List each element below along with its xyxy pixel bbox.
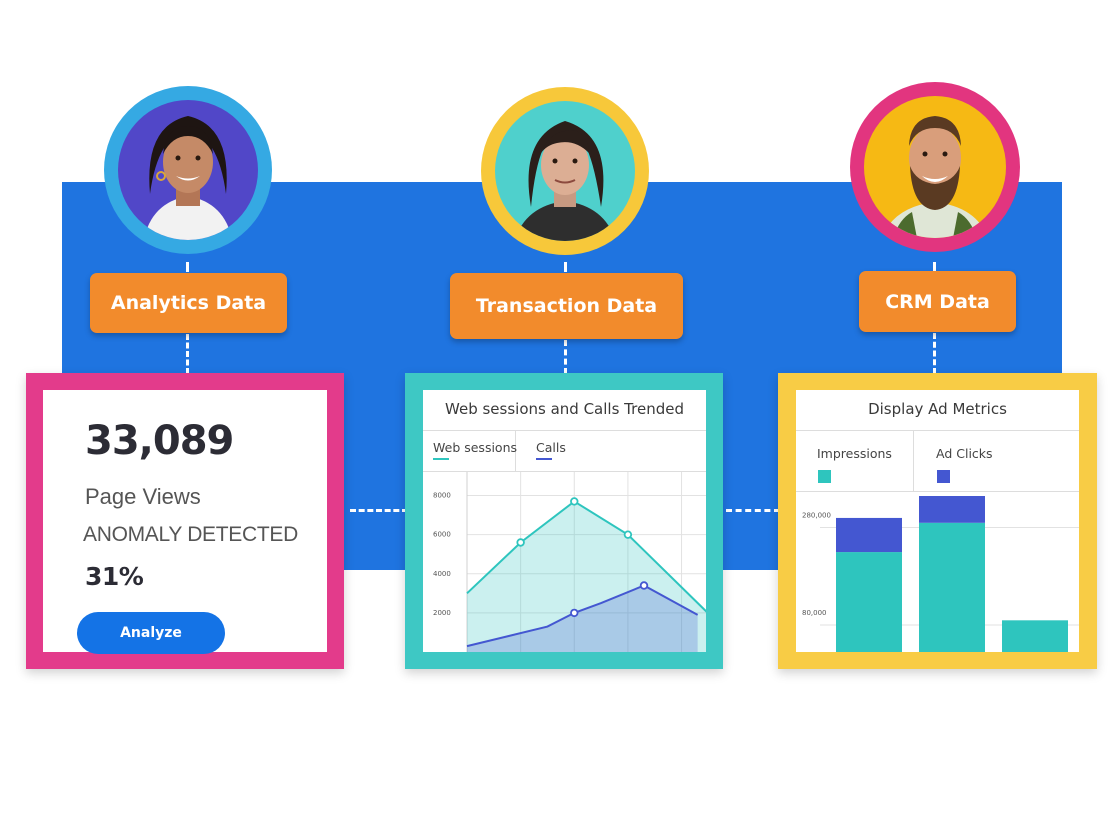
- bar-impressions: [836, 552, 902, 652]
- page-views-label: Page Views: [85, 484, 201, 509]
- anomaly-status: ANOMALY DETECTED: [83, 523, 298, 546]
- analytics-data-label: Analytics Data: [110, 292, 267, 314]
- data-point: [570, 497, 579, 506]
- transaction-data-tag: Transaction Data: [450, 273, 683, 339]
- connector-line: [933, 333, 936, 374]
- y-tick-label: 6000: [433, 531, 451, 539]
- y-tick-label: 280,000: [802, 512, 831, 520]
- kpi-card-body: 33,089 Page Views ANOMALY DETECTED 31% A…: [43, 390, 327, 654]
- chart-title: Display Ad Metrics: [868, 400, 1007, 418]
- legend-divider: [423, 430, 706, 431]
- legend-swatch: [536, 458, 552, 460]
- transaction-data-label: Transaction Data: [475, 295, 658, 317]
- y-tick-label: 80,000: [802, 609, 827, 617]
- y-tick-label: 8000: [433, 492, 451, 500]
- legend-divider: [796, 491, 1079, 492]
- data-point: [516, 538, 525, 547]
- bar-chart-plot: 280,000 80,000: [802, 496, 1079, 652]
- legend-label: Calls: [536, 440, 566, 455]
- legend-label: Ad Clicks: [936, 446, 993, 461]
- display-ad-metrics-card: Display Ad Metrics Impressions Ad Clicks…: [778, 373, 1097, 669]
- data-point: [639, 581, 649, 590]
- bar-impressions: [1002, 620, 1068, 652]
- bar-ad-clicks: [836, 517, 902, 553]
- legend-label: Impressions: [817, 446, 892, 461]
- connector-line: [350, 509, 408, 512]
- crm-data-label: CRM Data: [885, 290, 990, 313]
- connector-line: [933, 262, 936, 272]
- chart-panel: Display Ad Metrics Impressions Ad Clicks…: [796, 390, 1079, 652]
- connector-line: [564, 262, 567, 272]
- y-tick-label: 4000: [433, 570, 451, 578]
- analytics-data-tag: Analytics Data: [90, 273, 287, 333]
- data-point: [570, 608, 579, 618]
- analyze-button[interactable]: Analyze: [77, 612, 225, 654]
- connector-line: [186, 334, 189, 374]
- legend-divider: [913, 430, 914, 491]
- legend-swatch: [937, 470, 950, 483]
- page-views-value: 33,089: [85, 418, 234, 464]
- series-area-calls: [467, 585, 698, 652]
- person-avatar-man: [850, 82, 1020, 252]
- bar-ad-clicks: [919, 496, 985, 523]
- y-tick-label: 2000: [433, 609, 451, 617]
- legend-divider: [515, 430, 516, 471]
- connector-line: [726, 509, 780, 512]
- legend-swatch: [818, 470, 831, 483]
- chart-title: Web sessions and Calls Trended: [445, 400, 684, 418]
- line-chart-plot: 8000 6000 4000 2000: [433, 472, 706, 652]
- data-point: [623, 530, 633, 539]
- crm-data-tag: CRM Data: [859, 271, 1016, 332]
- legend-divider: [423, 471, 706, 472]
- bar-impressions: [919, 522, 985, 652]
- chart-panel: Web sessions and Calls Trended Web sessi…: [423, 390, 706, 652]
- kpi-card: 33,089 Page Views ANOMALY DETECTED 31% A…: [26, 373, 344, 669]
- person-avatar-woman-1: [104, 86, 272, 254]
- person-avatar-woman-2: [481, 87, 649, 255]
- connector-line: [186, 262, 189, 272]
- web-sessions-chart-card: Web sessions and Calls Trended Web sessi…: [405, 373, 723, 669]
- connector-line: [564, 340, 567, 374]
- series-line-calls: [466, 584, 699, 648]
- legend-swatch: [433, 458, 449, 460]
- legend-label: Web sessions: [433, 440, 518, 455]
- anomaly-percent: 31%: [85, 562, 144, 591]
- legend-divider: [796, 430, 1079, 431]
